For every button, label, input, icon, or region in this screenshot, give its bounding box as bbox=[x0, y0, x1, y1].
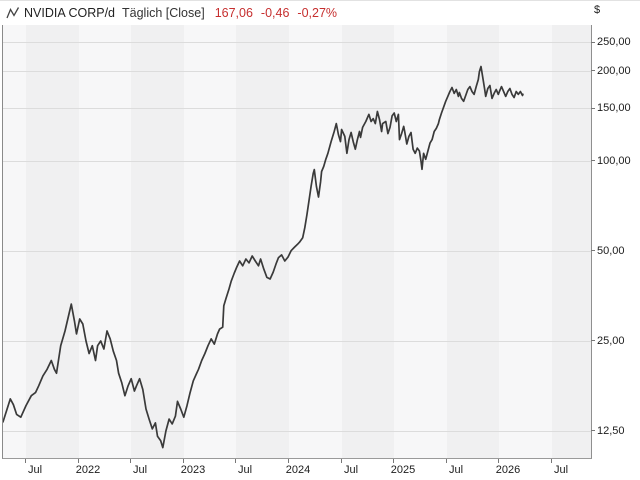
x-tick-mark bbox=[446, 459, 447, 463]
last-price: 167,06 bbox=[214, 6, 253, 20]
plot-area[interactable] bbox=[2, 25, 592, 459]
x-tick-mark bbox=[288, 459, 289, 463]
background-stripe bbox=[236, 25, 289, 458]
price-line-path bbox=[3, 65, 524, 449]
y-tick: 100,00 bbox=[591, 155, 631, 167]
x-tick-label: Jul bbox=[343, 464, 359, 476]
gridline bbox=[3, 431, 591, 432]
x-tick-mark bbox=[551, 459, 552, 463]
price-line-svg bbox=[3, 65, 524, 449]
x-tick-label: Jul bbox=[237, 464, 253, 476]
background-stripe bbox=[3, 25, 27, 458]
y-tick-label: 100,00 bbox=[597, 154, 631, 167]
x-tick-label: 2022 bbox=[75, 464, 101, 476]
gridline bbox=[3, 161, 591, 162]
x-tick-mark bbox=[130, 459, 131, 463]
background-stripe bbox=[446, 25, 500, 458]
background-stripe bbox=[394, 25, 447, 458]
y-axis: 250,00 200,00 150,00 100,00 50,00 25,00 12,50 bbox=[591, 25, 640, 458]
x-tick-mark bbox=[78, 459, 79, 463]
y-tick-dash bbox=[591, 70, 595, 72]
gridline bbox=[3, 108, 591, 109]
y-tick-dash bbox=[591, 41, 595, 43]
y-tick: 200,00 bbox=[591, 65, 631, 77]
y-tick: 25,00 bbox=[591, 335, 625, 347]
x-tick-label: Jul bbox=[448, 464, 464, 476]
symbol-label: NVIDIA CORP/d bbox=[24, 6, 115, 20]
background-stripe bbox=[131, 25, 184, 458]
y-axis-unit: $ bbox=[594, 4, 601, 16]
x-tick-label: Jul bbox=[132, 464, 148, 476]
y-tick: 250,00 bbox=[591, 36, 631, 48]
x-tick-label: 2026 bbox=[495, 464, 521, 476]
y-tick-dash bbox=[591, 107, 595, 109]
x-tick-label: 2023 bbox=[180, 464, 206, 476]
y-tick: 50,00 bbox=[591, 245, 625, 257]
x-tick-label: 2024 bbox=[285, 464, 311, 476]
gridline bbox=[3, 42, 591, 43]
x-tick-mark bbox=[25, 459, 26, 463]
x-tick-mark bbox=[341, 459, 342, 463]
y-tick-label: 200,00 bbox=[597, 64, 631, 77]
x-tick-label: Jul bbox=[553, 464, 569, 476]
y-tick-dash bbox=[591, 250, 595, 252]
y-tick-label: 150,00 bbox=[597, 102, 631, 115]
x-tick-mark bbox=[183, 459, 184, 463]
gridline bbox=[3, 71, 591, 72]
chart-header: NVIDIA CORP/d Täglich [Close] 167,06 -0,… bbox=[0, 1, 640, 25]
y-tick-label: 50,00 bbox=[597, 244, 625, 257]
gridline bbox=[3, 341, 591, 342]
x-tick-mark bbox=[498, 459, 499, 463]
y-tick-label: 25,00 bbox=[597, 334, 625, 347]
y-tick-label: 250,00 bbox=[597, 36, 631, 48]
change-absolute: -0,46 bbox=[260, 6, 290, 20]
x-axis: Jul 2022 Jul 2023 Jul 2024 Jul 2025 Jul 2026 Jul bbox=[0, 458, 640, 480]
y-tick: 12,50 bbox=[591, 425, 625, 437]
line-zigzag-icon bbox=[6, 7, 20, 19]
y-tick-dash bbox=[591, 430, 595, 432]
y-tick-dash bbox=[591, 160, 595, 162]
y-tick: 150,00 bbox=[591, 102, 631, 114]
background-stripe bbox=[289, 25, 342, 458]
y-tick-dash bbox=[591, 340, 595, 342]
x-tick-label: Jul bbox=[27, 464, 43, 476]
background-stripe bbox=[499, 25, 552, 458]
background-stripe bbox=[551, 25, 591, 458]
y-tick-label: 12,50 bbox=[597, 424, 625, 437]
change-percent: -0,27% bbox=[297, 6, 338, 20]
x-tick-label: 2025 bbox=[390, 464, 416, 476]
background-stripe bbox=[341, 25, 395, 458]
x-tick-mark bbox=[235, 459, 236, 463]
interval-label: Täglich [Close] bbox=[122, 6, 205, 20]
gridline bbox=[3, 251, 591, 252]
background-stripe bbox=[26, 25, 79, 458]
x-tick-mark bbox=[393, 459, 394, 463]
